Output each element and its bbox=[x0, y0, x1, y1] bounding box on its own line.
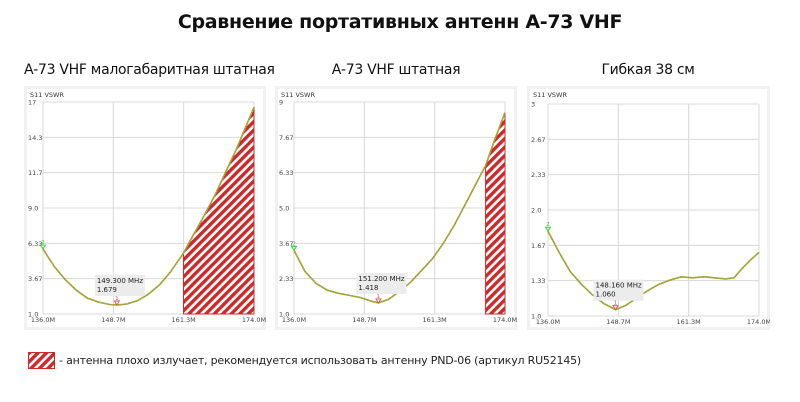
tooltip-vswr: 1.060 bbox=[596, 291, 616, 299]
y-tick-label: 3.67 bbox=[279, 240, 293, 248]
hatch-swatch-icon bbox=[28, 352, 55, 369]
x-tick-label: 136.0M bbox=[31, 316, 55, 324]
chart-3-panel: S11 VSWR 3 2.67 2.33 2.0 1.67 1.33 1.0 136.0M 148… bbox=[527, 86, 770, 330]
x-tick-label: 161.3M bbox=[172, 316, 196, 324]
tooltip-vswr: 1.679 bbox=[97, 286, 117, 294]
tooltip-frequency: 149.300 MHz bbox=[97, 277, 143, 285]
svg-text:1: 1 bbox=[614, 301, 618, 307]
axis-label: S11 VSWR bbox=[30, 91, 64, 99]
x-tick-label: 161.3M bbox=[423, 316, 447, 324]
x-tick-label: 148.7M bbox=[606, 318, 630, 326]
chart-3-caption: Гибкая 38 см bbox=[601, 62, 695, 78]
chart-1-caption: А-73 VHF малогабаритная штатная bbox=[24, 62, 275, 78]
y-tick-label: 9.0 bbox=[28, 205, 38, 213]
axis-label: S11 VSWR bbox=[533, 91, 567, 99]
y-tick-label: 7.67 bbox=[279, 134, 293, 142]
svg-text:1: 1 bbox=[377, 294, 381, 300]
y-tick-label: 1.0 bbox=[279, 311, 289, 319]
x-tick-label: 174.0M bbox=[242, 316, 266, 324]
vswr-trace bbox=[547, 230, 760, 311]
y-tick-label: 3.67 bbox=[28, 275, 42, 283]
svg-text:2: 2 bbox=[546, 222, 550, 228]
y-tick-label: 14.3 bbox=[28, 134, 42, 142]
x-tick-label: 136.0M bbox=[536, 318, 560, 326]
tooltip-frequency: 151.200 MHz bbox=[358, 275, 404, 283]
start-marker-icon: 2 bbox=[544, 222, 552, 233]
chart-2-caption: А-73 VHF штатная bbox=[331, 62, 461, 78]
svg-text:1: 1 bbox=[115, 296, 119, 302]
start-marker-icon: 2 bbox=[290, 241, 298, 252]
y-tick-label: 5.0 bbox=[279, 205, 289, 213]
min-marker-icon: 1 bbox=[375, 294, 382, 304]
tooltip-vswr: 1.418 bbox=[358, 284, 378, 292]
y-tick-label: 9 bbox=[279, 99, 283, 107]
x-tick-label: 174.0M bbox=[493, 316, 517, 324]
axis-label: S11 VSWR bbox=[281, 91, 315, 99]
y-tick-label: 17 bbox=[28, 99, 36, 107]
y-tick-label: 1.0 bbox=[28, 311, 38, 319]
y-tick-label: 1.33 bbox=[531, 277, 545, 285]
x-tick-label: 148.7M bbox=[352, 316, 376, 324]
x-tick-label: 161.3M bbox=[677, 318, 701, 326]
chart-1-panel: S11 VSWR 17 14.3 11.7 9.0 6.33 3.67 1.0 136.0M 14… bbox=[24, 86, 266, 330]
min-marker-icon: 1 bbox=[612, 301, 619, 311]
y-tick-label: 6.33 bbox=[279, 169, 293, 177]
svg-text:2: 2 bbox=[41, 240, 45, 246]
y-tick-label: 2.0 bbox=[531, 207, 541, 215]
legend: - антенна плохо излучает, рекомендуется … bbox=[28, 352, 581, 369]
poor-radiation-region bbox=[182, 107, 255, 315]
x-tick-label: 136.0M bbox=[282, 316, 306, 324]
y-tick-label: 11.7 bbox=[28, 169, 42, 177]
legend-text: - антенна плохо излучает, рекомендуется … bbox=[59, 354, 582, 367]
start-marker-icon: 2 bbox=[39, 240, 47, 250]
y-tick-label: 2.67 bbox=[531, 136, 545, 144]
x-tick-label: 174.0M bbox=[747, 318, 770, 326]
chart-2-panel: S11 VSWR 9 7.67 6.33 5.0 3.67 2.33 1.0 136.0M 148… bbox=[275, 86, 517, 330]
min-marker-icon: 1 bbox=[113, 296, 121, 306]
poor-radiation-region bbox=[485, 112, 506, 315]
y-tick-label: 1.67 bbox=[531, 242, 545, 250]
main-title: Сравнение портативных антенн А-73 VHF bbox=[177, 11, 623, 33]
y-tick-label: 6.33 bbox=[28, 240, 42, 248]
svg-text:2: 2 bbox=[292, 241, 296, 247]
tooltip-frequency: 148.160 MHz bbox=[596, 282, 642, 290]
y-tick-label: 2.33 bbox=[279, 275, 293, 283]
x-tick-label: 148.7M bbox=[101, 316, 125, 324]
y-tick-label: 2.33 bbox=[531, 171, 545, 179]
y-tick-label: 3 bbox=[531, 101, 535, 109]
y-tick-label: 1.0 bbox=[531, 313, 541, 321]
